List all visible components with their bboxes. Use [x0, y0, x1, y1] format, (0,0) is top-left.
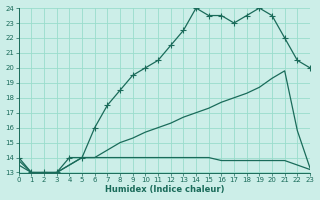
- X-axis label: Humidex (Indice chaleur): Humidex (Indice chaleur): [105, 185, 224, 194]
